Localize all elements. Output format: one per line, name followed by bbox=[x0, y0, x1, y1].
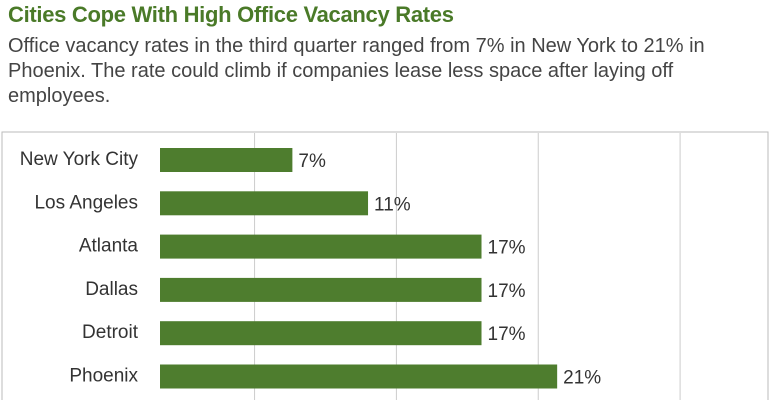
bar bbox=[160, 148, 293, 172]
bar bbox=[160, 321, 482, 346]
y-tick-label: Los Angeles bbox=[34, 192, 138, 213]
value-label: 17% bbox=[488, 324, 526, 345]
value-label: 7% bbox=[298, 151, 326, 172]
chart-title: Cities Cope With High Office Vacancy Rat… bbox=[8, 2, 454, 27]
bar bbox=[160, 364, 558, 389]
value-label: 17% bbox=[488, 238, 526, 259]
y-tick-label: Phoenix bbox=[69, 366, 138, 387]
y-tick-label: Dallas bbox=[85, 279, 138, 300]
value-label: 21% bbox=[563, 368, 601, 389]
chart-subtitle: Office vacancy rates in the third quarte… bbox=[8, 35, 705, 107]
chart-frame bbox=[1, 131, 769, 400]
y-tick-label: Detroit bbox=[82, 322, 139, 343]
bar bbox=[160, 234, 482, 259]
y-tick-label: Atlanta bbox=[79, 236, 139, 257]
value-label: 11% bbox=[374, 194, 411, 215]
y-tick-label: New York City bbox=[20, 149, 139, 170]
bar bbox=[160, 277, 482, 302]
bar bbox=[160, 191, 369, 216]
value-label: 17% bbox=[488, 281, 526, 302]
